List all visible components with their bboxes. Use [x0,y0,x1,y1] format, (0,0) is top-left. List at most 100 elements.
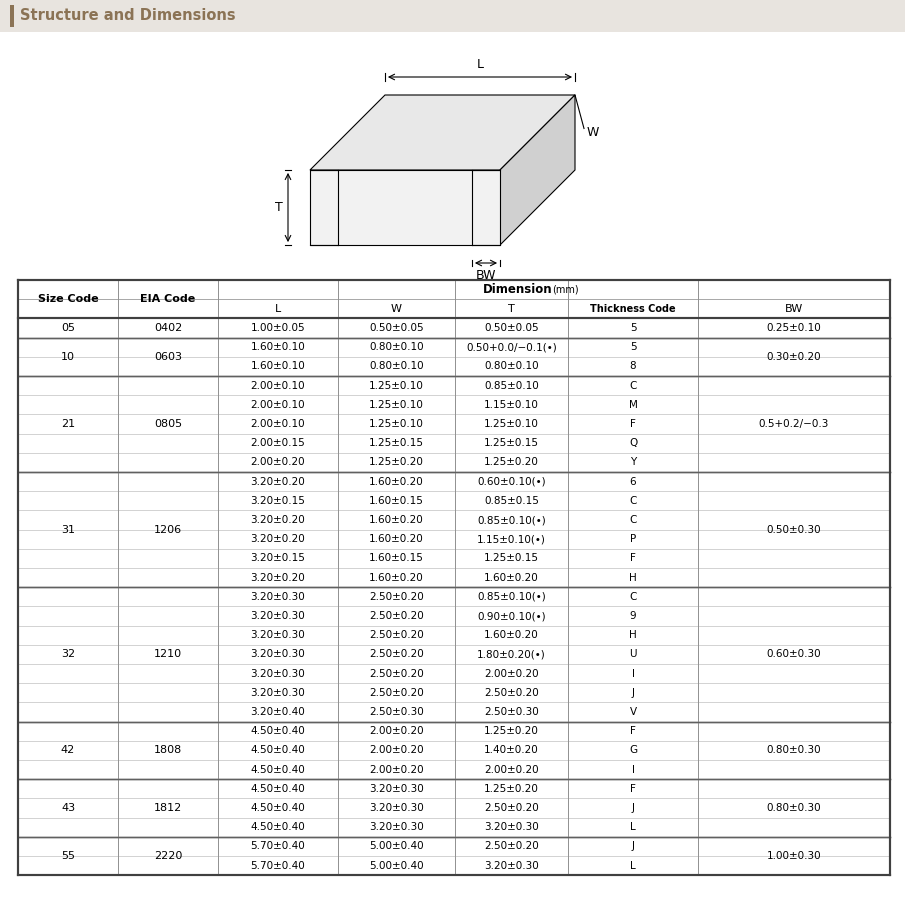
Text: G: G [629,746,637,756]
Text: Q: Q [629,438,637,448]
Text: 0.85±0.10(•): 0.85±0.10(•) [477,592,546,602]
Text: W: W [391,304,402,314]
Text: 0603: 0603 [154,352,182,362]
Text: 1.60±0.20: 1.60±0.20 [484,573,538,583]
Text: C: C [629,496,637,506]
Text: 1.25±0.20: 1.25±0.20 [369,457,424,467]
Text: 1.25±0.20: 1.25±0.20 [484,784,539,794]
Text: 1.15±0.10: 1.15±0.10 [484,400,539,410]
Text: 1808: 1808 [154,746,182,756]
Polygon shape [310,95,575,170]
Text: 55: 55 [61,851,75,861]
Text: 2.50±0.20: 2.50±0.20 [369,630,424,640]
Text: 3.20±0.15: 3.20±0.15 [251,553,306,564]
Bar [0,0,905,32]
Text: 1.40±0.20: 1.40±0.20 [484,746,538,756]
Text: 5.00±0.40: 5.00±0.40 [369,861,424,871]
Text: Thickness Code: Thickness Code [590,304,676,314]
Text: 3.20±0.20: 3.20±0.20 [251,515,305,525]
Text: 3.20±0.30: 3.20±0.30 [251,630,305,640]
Text: 5: 5 [630,342,636,352]
Text: BW: BW [476,269,496,282]
Text: 3.20±0.15: 3.20±0.15 [251,496,306,506]
Text: 2.50±0.20: 2.50±0.20 [369,650,424,660]
Text: 3.20±0.30: 3.20±0.30 [251,688,305,698]
Text: 3.20±0.30: 3.20±0.30 [251,650,305,660]
Text: 2.50±0.20: 2.50±0.20 [484,803,538,813]
Text: 4.50±0.40: 4.50±0.40 [251,746,305,756]
Text: 0.80±0.30: 0.80±0.30 [767,803,822,813]
Text: J: J [632,803,634,813]
Text: 1.60±0.20: 1.60±0.20 [369,573,424,583]
Text: 5.70±0.40: 5.70±0.40 [251,861,305,871]
Text: 1.60±0.10: 1.60±0.10 [251,361,305,371]
Text: Size Code: Size Code [38,294,99,304]
Text: 9: 9 [630,611,636,621]
Text: 2.00±0.10: 2.00±0.10 [251,419,305,429]
Text: 0.80±0.30: 0.80±0.30 [767,746,822,756]
Text: F: F [630,784,636,794]
Text: 0.30±0.20: 0.30±0.20 [767,352,822,362]
Text: 0.85±0.10: 0.85±0.10 [484,381,538,391]
Text: 0.85±0.15: 0.85±0.15 [484,496,539,506]
Text: 3.20±0.30: 3.20±0.30 [251,611,305,621]
Text: 0.60±0.10(•): 0.60±0.10(•) [477,477,546,487]
Text: T: T [275,201,283,214]
Text: 3.20±0.20: 3.20±0.20 [251,477,305,487]
Text: L: L [630,861,636,871]
Text: 3.20±0.40: 3.20±0.40 [251,707,305,717]
Text: Y: Y [630,457,636,467]
Text: I: I [632,669,634,679]
Text: 1.25±0.15: 1.25±0.15 [369,438,424,448]
Text: 5.00±0.40: 5.00±0.40 [369,842,424,852]
Text: 1.60±0.20: 1.60±0.20 [484,630,538,640]
Text: 1.00±0.05: 1.00±0.05 [251,323,305,333]
Text: 2.50±0.30: 2.50±0.30 [484,707,538,717]
Text: 0.50±0.30: 0.50±0.30 [767,525,822,535]
Polygon shape [500,95,575,245]
Text: 4.50±0.40: 4.50±0.40 [251,823,305,833]
Text: H: H [629,630,637,640]
Text: W: W [587,126,599,139]
Text: 0.50±0.05: 0.50±0.05 [484,323,538,333]
Text: 2.00±0.10: 2.00±0.10 [251,381,305,391]
Text: C: C [629,592,637,602]
Text: 5.70±0.40: 5.70±0.40 [251,842,305,852]
Text: 1.25±0.10: 1.25±0.10 [369,381,424,391]
Text: U: U [629,650,637,660]
Text: 1.25±0.20: 1.25±0.20 [484,457,539,467]
Text: 1.60±0.20: 1.60±0.20 [369,534,424,544]
Text: 2.00±0.20: 2.00±0.20 [369,765,424,775]
Text: 5: 5 [630,323,636,333]
Text: 1.60±0.20: 1.60±0.20 [369,515,424,525]
Text: 0.60±0.30: 0.60±0.30 [767,650,822,660]
Text: 3.20±0.30: 3.20±0.30 [484,861,538,871]
Text: F: F [630,726,636,736]
Text: 3.20±0.20: 3.20±0.20 [251,534,305,544]
Text: 0.50±0.05: 0.50±0.05 [369,323,424,333]
Text: 2.00±0.20: 2.00±0.20 [369,726,424,736]
Text: J: J [632,688,634,698]
Text: 4.50±0.40: 4.50±0.40 [251,803,305,813]
Text: P: P [630,534,636,544]
Text: 0.50+0.0/−0.1(•): 0.50+0.0/−0.1(•) [466,342,557,352]
Text: 1.25±0.10: 1.25±0.10 [484,419,539,429]
Text: 05: 05 [61,323,75,333]
Text: H: H [629,573,637,583]
Text: 2.50±0.20: 2.50±0.20 [369,592,424,602]
Text: 3.20±0.30: 3.20±0.30 [369,803,424,813]
Text: 42: 42 [61,746,75,756]
Text: 2.00±0.15: 2.00±0.15 [251,438,305,448]
Text: C: C [629,381,637,391]
Text: F: F [630,553,636,564]
Text: 4.50±0.40: 4.50±0.40 [251,784,305,794]
Text: 3.20±0.30: 3.20±0.30 [251,669,305,679]
Text: 3.20±0.30: 3.20±0.30 [369,823,424,833]
Text: 1206: 1206 [154,525,182,535]
Text: 2.50±0.30: 2.50±0.30 [369,707,424,717]
Text: 0805: 0805 [154,419,182,429]
Text: 1.60±0.10: 1.60±0.10 [251,342,305,352]
Text: I: I [632,765,634,775]
Text: L: L [630,823,636,833]
Text: 3.20±0.30: 3.20±0.30 [369,784,424,794]
